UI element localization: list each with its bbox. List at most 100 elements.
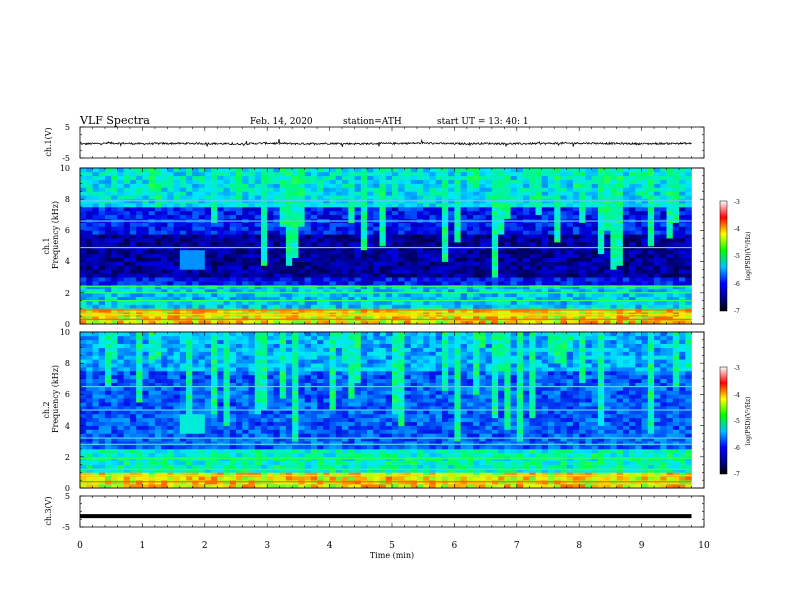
spectrogram-cell (273, 195, 280, 200)
spectrogram-cell (641, 168, 649, 173)
spectrogram-cell (104, 441, 112, 446)
spectrogram-cell (173, 332, 181, 337)
spectrogram-cell (560, 230, 568, 235)
spectrogram-cell (323, 253, 330, 258)
spectrogram-cell (491, 183, 499, 188)
spectrogram-cell (342, 316, 349, 321)
spectrogram-cell (342, 304, 349, 309)
spectrogram-cell (392, 230, 399, 235)
spectrogram-cell (161, 332, 168, 337)
spectrogram-cell (529, 273, 536, 278)
spectrogram-cell (448, 253, 455, 258)
spectrogram-cell (554, 304, 561, 309)
spectrogram-cell (635, 171, 642, 177)
spectrogram-cell (398, 238, 405, 243)
spectrogram-cell (142, 214, 149, 219)
spectrogram-cell (260, 226, 268, 231)
spectrogram-cell (666, 296, 674, 301)
spectrogram-cell (285, 304, 293, 309)
spectrogram-cell (111, 484, 118, 488)
spectrogram-cell (117, 476, 124, 481)
spectrogram-cell (92, 410, 100, 415)
spectrogram-cell (242, 249, 249, 255)
spectrogram-cell (566, 175, 574, 180)
spectrogram-cell (267, 234, 274, 239)
spectrogram-cell (173, 476, 181, 481)
spectrogram-cell (660, 249, 667, 255)
spectrogram-cell (610, 281, 617, 286)
spectrogram-cell (310, 273, 318, 278)
spectrogram-cell (192, 230, 199, 235)
spectrogram-cell (279, 249, 287, 255)
spectrogram-cell (641, 316, 649, 321)
spectrogram-cell (92, 445, 100, 450)
spectrogram-cell (429, 207, 436, 212)
spectrogram-cell (610, 257, 617, 262)
spectrogram-cell (529, 257, 536, 262)
spectrogram-cell (148, 292, 156, 297)
spectrogram-cell (154, 222, 162, 227)
spectrogram-cell (560, 304, 568, 309)
spectrogram-cell (167, 179, 174, 184)
spectrogram-cell (223, 234, 231, 239)
spectrogram-cell (192, 445, 199, 450)
spectrogram-cell (167, 300, 174, 305)
spectrogram-cell (572, 207, 580, 212)
spectrogram-cell (510, 265, 518, 270)
spectrogram-cell (685, 175, 692, 180)
spectrogram-cell (672, 171, 680, 177)
spectrogram-cell (236, 238, 243, 243)
spectrogram-cell (342, 300, 349, 305)
narrowband-line (80, 220, 692, 222)
spectrogram-cell (186, 265, 193, 270)
spectrogram-cell (479, 210, 486, 216)
spectrogram-cell (86, 203, 93, 208)
spectrogram-cell (541, 238, 549, 243)
spectrogram-cell (666, 171, 674, 177)
spectrogram-cell (154, 398, 162, 403)
spectrogram-cell (211, 183, 218, 188)
spectrogram-cell (510, 288, 518, 294)
spectrogram-cell (98, 234, 106, 239)
spectrogram-cell (523, 253, 530, 258)
spectrogram-cell (348, 261, 355, 266)
spectrogram-cell (186, 417, 193, 422)
spectrogram-cell (348, 187, 355, 192)
spectrogram-cell (129, 339, 137, 344)
ch1-spectrogram-axis-ticks (79, 167, 705, 325)
spectrogram-cell (398, 261, 405, 266)
spectrogram-cell (454, 304, 461, 309)
spectrogram-cell (348, 171, 355, 177)
spectrogram-cell (292, 281, 299, 286)
spectrogram-cell (560, 175, 568, 180)
spectrogram-cell (647, 175, 655, 180)
spectrogram-cell (123, 171, 131, 177)
spectrogram-cell (279, 238, 287, 243)
spectrogram-cell (260, 300, 268, 305)
spectrogram-cell (329, 316, 337, 321)
spectrogram-cell (217, 320, 224, 324)
spectrogram-cell (298, 242, 305, 247)
spectrogram-cell (142, 265, 149, 270)
spectrogram-cell (373, 316, 380, 321)
spectrogram-cell (435, 242, 443, 247)
spectrogram-cell (273, 242, 280, 247)
spectrogram-cell (142, 183, 149, 188)
spectrogram-cell (186, 187, 193, 192)
spectrogram-cell (186, 367, 193, 372)
spectrogram-cell (597, 253, 605, 258)
spectrogram-cell (373, 265, 380, 270)
spectrogram-cell (354, 288, 362, 294)
spectrogram-cell (323, 207, 330, 212)
spectrogram-cell (104, 203, 112, 208)
spectrogram-cell (342, 249, 349, 255)
spectrogram-cell (585, 288, 592, 294)
spectrogram-cell (616, 230, 624, 235)
spectrogram-cell (335, 207, 343, 212)
spectrogram-cell (348, 242, 355, 247)
spectrogram-cell (204, 288, 212, 294)
spectrogram-cell (98, 476, 106, 481)
spectrogram-cell (473, 296, 480, 301)
spectrogram-cell (92, 433, 100, 438)
spectrogram-cell (641, 300, 649, 305)
